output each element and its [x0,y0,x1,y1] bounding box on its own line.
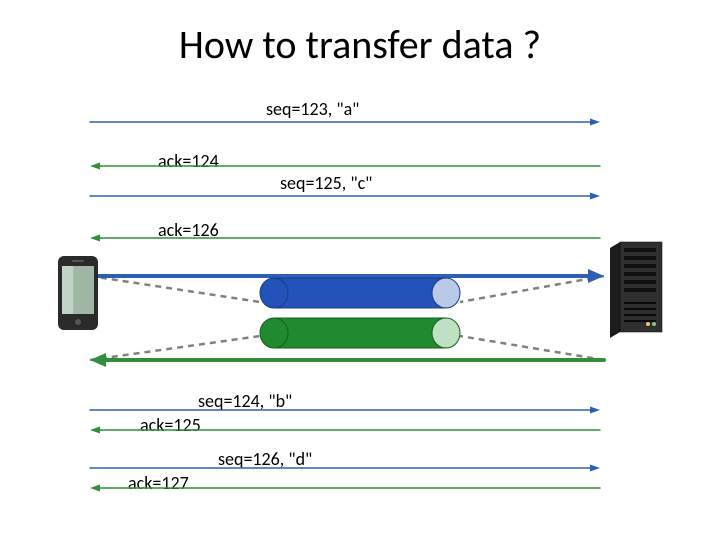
label-seq125: seq=125, "c" [280,172,372,194]
label-seq123: seq=123, "a" [266,98,359,120]
dash-bot-right [460,336,604,360]
green-fat-arrow [90,353,604,367]
phone-icon [58,256,98,330]
label-ack127: ack=127 [128,472,189,494]
slide-title: How to transfer data ? [0,20,720,69]
cylinder-green [260,318,460,348]
label-ack124: ack=124 [158,150,219,172]
dash-top-left [90,276,260,302]
dash-bot-left [90,336,260,360]
dash-top-right [460,276,604,302]
slide: How to transfer data ? seq=123, "a" ack=… [0,0,720,540]
server-icon [610,242,662,338]
seq124-arrow [90,407,600,414]
blue-fat-arrow [90,269,604,283]
diagram-svg [0,0,720,540]
cylinder-blue [260,278,460,308]
label-ack125: ack=125 [140,414,201,436]
label-seq126: seq=126, "d" [218,448,312,470]
seq126-arrow [90,465,600,472]
label-ack126: ack=126 [158,219,219,241]
label-seq124: seq=124, "b" [198,390,292,412]
